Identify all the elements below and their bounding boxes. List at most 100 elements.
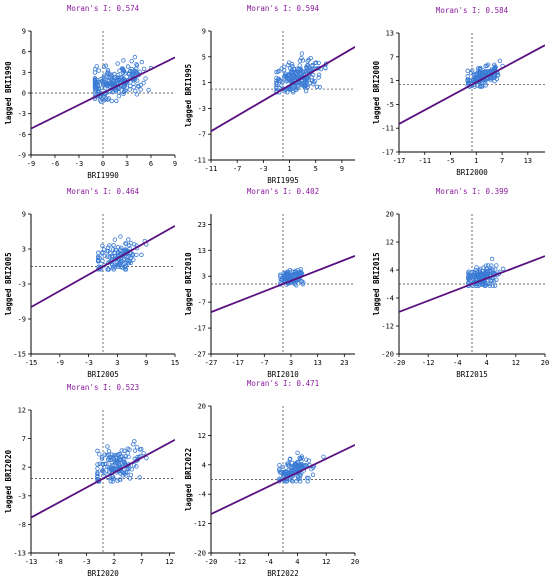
scatter-point <box>134 445 140 450</box>
scatter-point <box>288 78 294 83</box>
scatter-point <box>278 274 283 279</box>
scatter-point <box>143 76 148 81</box>
y-tick-label: 13 <box>198 247 206 255</box>
scatter-point <box>288 86 293 91</box>
scatter-point <box>299 458 304 464</box>
scatter-point <box>294 283 299 288</box>
scatter-point <box>127 71 132 77</box>
x-tick-label: -4 <box>264 558 272 566</box>
scatter-point <box>134 464 139 469</box>
x-tick-label: 9 <box>173 160 177 168</box>
y-tick-label: 20 <box>386 211 394 219</box>
y-tick-label: -9 <box>18 152 26 160</box>
scatter-point <box>107 250 113 256</box>
scatter-point <box>299 51 305 56</box>
y-tick-label: -12 <box>193 520 206 528</box>
scatter-point <box>494 277 499 283</box>
scatter-point <box>483 80 488 86</box>
y-tick-label: 3 <box>202 273 206 281</box>
scatter-point <box>282 276 288 282</box>
scatter-point <box>473 267 478 273</box>
panel-3: -17 -11 -5 1 7 13 13 7 1 -5 -11 -17 Moran's I: 0.584… <box>372 6 545 177</box>
y-tick-label: 13 <box>386 30 394 38</box>
scatter-point <box>125 466 131 472</box>
y-tick-label: -7 <box>198 299 206 307</box>
scatter-point <box>305 82 310 88</box>
y-tick-label: -3 <box>18 281 26 289</box>
scatter-point <box>125 451 130 456</box>
scatter-point <box>121 84 127 89</box>
y-tick-label: -4 <box>386 295 394 303</box>
scatter-point <box>102 452 107 457</box>
scatter-point <box>494 263 499 268</box>
scatter-point <box>110 479 115 484</box>
x-axis-label: BRI2010 <box>267 370 299 379</box>
x-tick-label: 2 <box>112 558 116 566</box>
regression-line <box>399 255 545 313</box>
scatter-point <box>117 457 123 462</box>
scatter-point <box>119 75 124 81</box>
scatter-point <box>95 254 101 259</box>
x-tick-label: 13 <box>524 157 532 165</box>
scatter-point <box>102 253 108 259</box>
scatter-point <box>274 82 279 87</box>
scatter-point <box>117 68 122 73</box>
y-axis-label: lagged BRI1990 <box>4 61 13 125</box>
scatter-point <box>474 265 479 270</box>
scatter-point <box>465 68 470 74</box>
panel-title: Moran's I: 0.523 <box>67 383 139 392</box>
x-tick-label: 20 <box>541 359 549 367</box>
scatter-point <box>126 454 131 460</box>
x-tick-label: 1 <box>474 157 478 165</box>
scatter-point <box>286 77 291 82</box>
scatter-point <box>481 282 486 288</box>
scatter-point <box>122 448 127 453</box>
scatter-point <box>297 58 303 63</box>
scatter-point <box>95 462 100 467</box>
scatter-point <box>489 263 494 268</box>
scatter-point <box>99 99 104 105</box>
scatter-point <box>95 83 101 89</box>
scatter-point <box>465 78 470 83</box>
scatter-point <box>134 78 140 83</box>
scatter-point <box>110 474 115 479</box>
scatter-point <box>104 248 109 254</box>
panel-2: -11 -7 -3 1 5 9 9 5 1 -3 -7 -11 Moran's I: 0.594 BRI1… <box>184 4 355 185</box>
scatter-point <box>472 84 477 89</box>
scatter-point <box>484 63 490 68</box>
scatter-point <box>139 252 144 258</box>
scatter-point <box>112 237 118 242</box>
scatter-point <box>141 450 146 456</box>
scatter-point <box>116 452 121 457</box>
x-tick-label: -7 <box>233 165 241 173</box>
scatter-point <box>489 256 495 262</box>
panel-title: Moran's I: 0.574 <box>67 4 140 13</box>
scatter-point <box>484 266 489 271</box>
scatter-point <box>492 78 497 84</box>
x-tick-label: 12 <box>165 558 173 566</box>
x-tick-label: -11 <box>418 157 431 165</box>
x-tick-label: 4 <box>295 558 299 566</box>
scatter-point <box>284 270 290 276</box>
y-tick-label: -8 <box>18 521 26 529</box>
x-tick-label: 0 <box>101 160 105 168</box>
scatter-point <box>286 72 291 77</box>
scatter-point <box>283 479 288 484</box>
scatter-point <box>490 267 496 272</box>
scatter-point <box>138 87 143 92</box>
scatter-point <box>288 69 294 75</box>
scatter-point <box>105 81 110 87</box>
scatter-point <box>115 61 120 66</box>
scatter-point <box>139 446 144 452</box>
scatter-point <box>491 74 496 80</box>
y-tick-label: 9 <box>22 211 26 219</box>
scatter-point <box>131 84 137 90</box>
scatter-point <box>481 272 486 277</box>
scatter-point <box>131 463 137 468</box>
scatter-point <box>473 283 479 288</box>
x-tick-label: -6 <box>51 160 59 168</box>
scatter-point <box>100 243 105 248</box>
scatter-point <box>97 461 102 466</box>
y-tick-label: 2 <box>22 464 26 472</box>
